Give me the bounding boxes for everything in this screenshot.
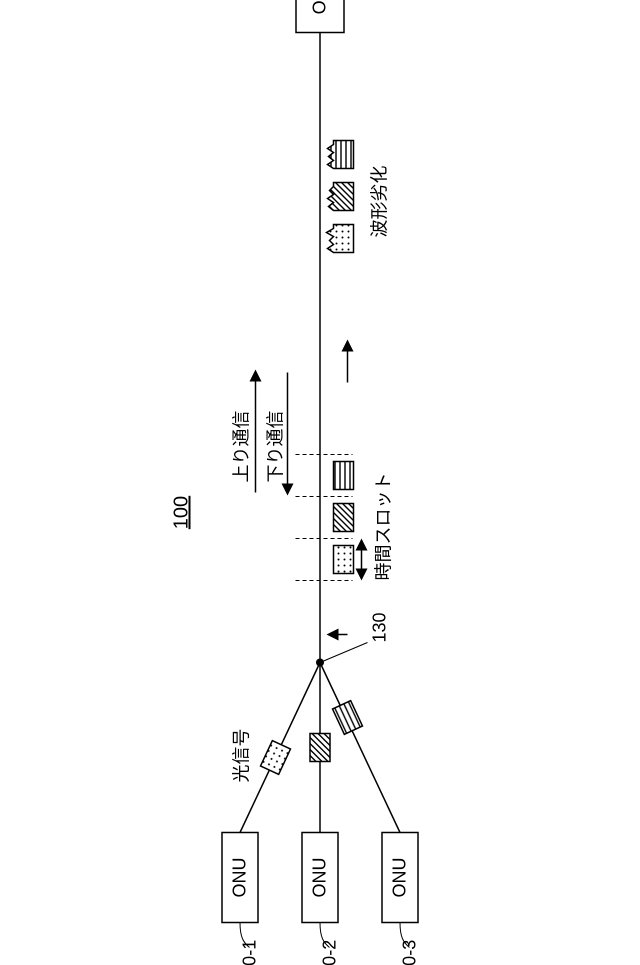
splitter-ref: 130 — [370, 612, 390, 642]
onu3-label: ONU — [390, 858, 410, 898]
time-slot-group — [296, 455, 362, 581]
figure-number: 100 — [171, 496, 193, 529]
waveform-degradation-label: 波形劣化 — [370, 166, 390, 238]
degraded-hatch — [328, 183, 354, 211]
onu2-ref: 110-2 — [320, 940, 340, 965]
onu1-ref: 110-1 — [240, 940, 260, 965]
slot2-hatch — [334, 504, 354, 532]
splitter-leader — [320, 643, 368, 663]
olt-label: OLT — [310, 0, 330, 14]
degraded-dots — [327, 225, 354, 253]
downlink-label: 下り通信 — [266, 411, 286, 483]
signal-hatch-branch2 — [310, 734, 330, 762]
signal-lines-branch3 — [333, 701, 363, 735]
slot3-lines — [334, 462, 354, 490]
signal-dots-branch1 — [261, 741, 291, 775]
optical-signal-label: 光信号 — [232, 729, 252, 783]
branch-onu3 — [320, 663, 400, 833]
downlink-group: 下り通信 — [266, 373, 288, 493]
slot1-dots — [334, 546, 354, 574]
time-slot-label: 時間スロット — [374, 473, 394, 581]
onu1-label: ONU — [230, 858, 250, 898]
uplink-label: 上り通信 — [232, 411, 252, 483]
onu3-ref: 110-3 — [400, 940, 420, 965]
degraded-lines — [328, 141, 354, 169]
uplink-group: 上り通信 — [232, 373, 256, 493]
onu2-label: ONU — [310, 858, 330, 898]
degraded-group — [327, 141, 354, 253]
